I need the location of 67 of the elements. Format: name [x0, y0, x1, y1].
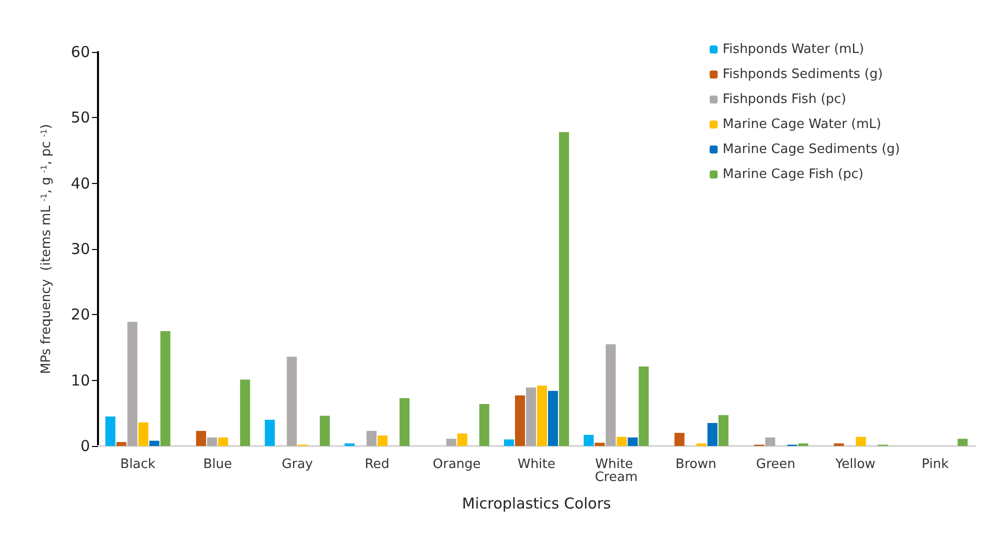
bar [638, 366, 649, 446]
legend-label: Fishponds Fish (pc) [722, 92, 846, 107]
y-axis-title: MPs frequency (items mL -1, g -1, pc -1) [39, 124, 54, 374]
x-tick-label: White [518, 457, 556, 472]
bar [958, 438, 968, 446]
bar [515, 395, 525, 446]
bar [457, 434, 468, 446]
legend-label: Fishponds Sediments (g) [722, 67, 883, 82]
x-tick-label: Brown [676, 457, 716, 472]
bar [479, 404, 490, 446]
bar [798, 443, 808, 446]
bar [765, 437, 776, 446]
bar [707, 423, 718, 446]
bar [286, 356, 297, 446]
legend-label: Fishponds Water (mL) [722, 42, 864, 57]
bar [559, 132, 569, 446]
x-tick-label: Yellow [834, 457, 876, 472]
bar [594, 442, 605, 446]
bar [718, 415, 728, 446]
bar [606, 344, 616, 446]
bar [548, 390, 558, 446]
y-tick-label: 0 [80, 437, 90, 455]
bar [149, 440, 160, 446]
bar [584, 434, 594, 446]
bar [320, 416, 330, 446]
x-tick-label: Green [756, 457, 796, 472]
bar [344, 443, 355, 446]
y-tick-label: 60 [70, 43, 90, 61]
legend-label: Marine Cage Fish (pc) [722, 167, 864, 182]
bar [127, 322, 138, 446]
y-tick-label: 50 [70, 108, 90, 127]
bar [696, 443, 706, 446]
bar [446, 438, 456, 446]
bar [207, 437, 218, 446]
bar [526, 388, 536, 446]
x-tick-label: Gray [282, 457, 314, 472]
bar [116, 442, 126, 446]
x-tick-label: Blue [203, 457, 232, 472]
x-tick-label: Red [364, 457, 390, 472]
x-axis-title: Microplastics Colors [462, 494, 612, 512]
bar [240, 380, 250, 446]
bar [616, 436, 627, 446]
bar [218, 437, 228, 446]
x-tick-label: White Cream [594, 457, 638, 485]
x-tick-label: Black [120, 457, 156, 472]
legend-label: Marine Cage Sediments (g) [722, 142, 900, 157]
bar [537, 386, 547, 446]
y-tick-label: 20 [70, 306, 90, 324]
bar [856, 436, 866, 446]
bar [378, 435, 388, 446]
bar [105, 416, 116, 446]
y-tick-label: 40 [70, 174, 90, 192]
y-tick-label: 10 [70, 371, 90, 390]
bar [834, 443, 844, 446]
y-tick-label: 30 [70, 240, 90, 258]
bar [674, 432, 684, 446]
bar [504, 439, 514, 446]
bar [196, 430, 206, 446]
bar [400, 398, 410, 446]
bar [138, 422, 148, 446]
bar [160, 331, 170, 446]
x-tick-label: Pink [922, 457, 950, 472]
bar [366, 430, 377, 446]
legend-label: Marine Cage Water (mL) [722, 117, 882, 132]
x-tick-label: Orange [432, 457, 481, 472]
bar [628, 437, 638, 446]
bar [264, 420, 275, 446]
